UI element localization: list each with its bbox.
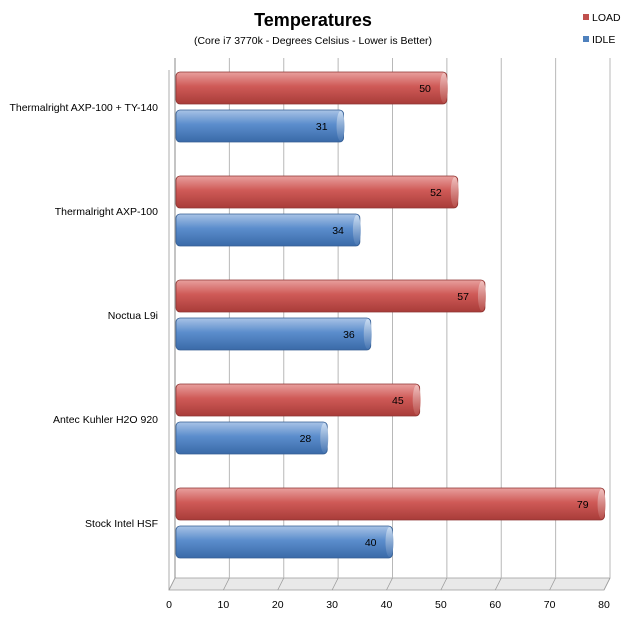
category-label-stock-intel-hsf: Stock Intel HSF [85,518,158,530]
bar-cap-load-antec-kuhler-h2o-920 [412,385,421,415]
bar-load-antec-kuhler-h2o-920 [175,383,421,417]
category-label-antec-kuhler-h2o-920: Antec Kuhler H2O 920 [53,414,158,426]
category-label-noctua-l9i: Noctua L9i [108,310,158,322]
category-label-thermalright-axp-100-ty-140: Thermalright AXP-100 + TY-140 [9,102,158,114]
legend-label-idle: IDLE [592,34,615,46]
legend-label-load: LOAD [592,12,621,24]
bar-load-thermalright-axp-100-ty-140 [175,71,448,105]
x-tick-label-20: 20 [272,599,284,611]
bar-cap-load-thermalright-axp-100 [450,177,459,207]
bar-cap-load-stock-intel-hsf [597,489,606,519]
x-tick-label-80: 80 [598,599,610,611]
bar-load-noctua-l9i [175,279,486,313]
bar-cap-idle-stock-intel-hsf [385,527,394,557]
data-label-load-thermalright-axp-100-ty-140: 50 [419,83,431,95]
category-label-thermalright-axp-100: Thermalright AXP-100 [55,206,158,218]
bar-idle-stock-intel-hsf [175,525,393,559]
x-tick-label-10: 10 [218,599,230,611]
gridline-floor-60 [494,577,502,591]
bar-idle-noctua-l9i [175,317,372,351]
x-tick-label-50: 50 [435,599,447,611]
x-tick-label-40: 40 [381,599,393,611]
chart-subtitle: (Core i7 3770k - Degrees Celsius - Lower… [194,35,432,47]
chart-title: Temperatures [254,10,372,30]
bar-load-thermalright-axp-100 [175,175,459,209]
bar-cap-load-noctua-l9i [477,281,486,311]
data-label-idle-noctua-l9i: 36 [343,329,355,341]
legend-swatch-load [583,14,589,20]
gridline-floor-0 [168,577,176,591]
x-tick-label-70: 70 [544,599,556,611]
legend: LOAD IDLE [583,12,621,46]
data-label-load-stock-intel-hsf: 79 [577,499,589,511]
gridline-floor-30 [331,577,339,591]
bar-load-stock-intel-hsf [175,487,605,521]
data-label-load-antec-kuhler-h2o-920: 45 [392,395,404,407]
x-tick-label-60: 60 [489,599,501,611]
category-labels: Thermalright AXP-100 + TY-140 Thermalrigh… [9,102,158,530]
data-label-idle-thermalright-axp-100-ty-140: 31 [316,121,328,133]
data-label-idle-thermalright-axp-100: 34 [332,225,344,237]
gridline-floor-10 [223,577,230,591]
data-label-idle-stock-intel-hsf: 40 [365,537,377,549]
bar-cap-idle-thermalright-axp-100 [352,215,361,245]
data-label-idle-antec-kuhler-h2o-920: 28 [300,433,312,445]
x-tick-label-30: 30 [326,599,338,611]
gridline-floor-70 [549,577,556,591]
gridline-floor-40 [386,577,393,591]
bars: 50 31 52 34 57 36 45 28 79 40 [175,71,606,559]
data-label-load-thermalright-axp-100: 52 [430,187,442,199]
gridline-floor-50 [440,577,448,591]
gridline-floor-20 [277,577,285,591]
bar-cap-idle-thermalright-axp-100-ty-140 [336,111,345,141]
gridline-floor-80 [603,577,611,591]
legend-swatch-idle [583,36,589,42]
bar-cap-load-thermalright-axp-100-ty-140 [439,73,448,103]
data-label-load-noctua-l9i: 57 [457,291,469,303]
x-tick-label-0: 0 [166,599,172,611]
x-tick-labels: 0 10 20 30 40 50 60 70 80 [166,599,610,611]
bar-cap-idle-antec-kuhler-h2o-920 [320,423,329,453]
bar-cap-idle-noctua-l9i [363,319,372,349]
